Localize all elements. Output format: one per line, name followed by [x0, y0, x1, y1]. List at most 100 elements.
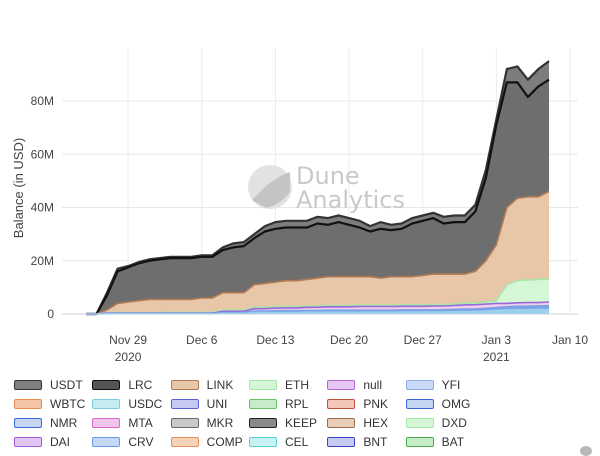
area-crv: [86, 309, 549, 314]
x-tick-label: Dec 6: [186, 333, 218, 347]
legend-row: DAI CRV COMP CEL BNT BAT: [14, 432, 484, 451]
legend-swatch: [14, 379, 42, 390]
legend-label: BAT: [441, 434, 465, 449]
legend-label: UNI: [206, 396, 228, 411]
legend-item-dai[interactable]: DAI: [14, 435, 92, 449]
line-usdt: [86, 60, 550, 316]
legend-swatch: [248, 417, 277, 428]
y-tick-label: 40M: [31, 201, 54, 215]
legend-label: null: [363, 377, 382, 392]
legend-swatch: [327, 398, 356, 409]
legend-item-nmr[interactable]: NMR: [14, 416, 92, 430]
legend-item-mta[interactable]: MTA: [92, 416, 170, 430]
line-lrc: [86, 78, 550, 316]
legend-label: NMR: [50, 415, 78, 430]
legend-swatch: [14, 436, 42, 447]
legend-swatch: [327, 417, 356, 428]
legend-label: COMP: [206, 434, 243, 449]
legend-item-omg[interactable]: OMG: [405, 397, 484, 411]
legend-label: DXD: [441, 415, 467, 430]
legend-item-usdc[interactable]: USDC: [92, 397, 170, 411]
legend-label: LRC: [128, 377, 153, 392]
legend-swatch: [14, 398, 42, 409]
legend-item-null[interactable]: null: [327, 378, 405, 392]
wechat-icon: [580, 446, 592, 456]
y-tick-label: 80M: [31, 94, 54, 108]
legend-item-usdt[interactable]: USDT: [14, 378, 92, 392]
legend-item-link[interactable]: LINK: [170, 377, 249, 392]
legend-swatch: [170, 379, 199, 390]
legend-item-dxd[interactable]: DXD: [405, 415, 484, 430]
legend-swatch: [327, 379, 356, 390]
x-tick-label: Dec 27: [404, 333, 442, 347]
legend-item-rpl[interactable]: RPL: [248, 396, 327, 411]
legend-swatch: [405, 417, 434, 428]
x-tick-year-label: 2021: [483, 350, 510, 364]
x-tick-year-label: 2020: [115, 350, 142, 364]
x-tick-label: Dec 13: [256, 333, 294, 347]
legend-swatch: [405, 436, 434, 447]
y-tick-label: 20M: [31, 254, 54, 268]
legend-label: DAI: [50, 434, 71, 449]
line-crv: [86, 308, 549, 315]
legend-label: RPL: [284, 396, 309, 411]
legend-item-bat[interactable]: BAT: [405, 434, 484, 449]
legend-label: ETH: [284, 377, 309, 392]
watermark-line1: Dune: [296, 162, 360, 190]
legend-label: USDC: [128, 396, 163, 411]
legend-label: LINK: [206, 377, 234, 392]
legend-swatch: [248, 379, 277, 390]
legend-label: CRV: [128, 434, 154, 449]
legend-row: WBTC USDC UNI RPL PNK OMG: [14, 394, 484, 413]
legend-swatch: [248, 436, 277, 447]
legend-item-yfi[interactable]: YFI: [405, 378, 484, 392]
legend-item-crv[interactable]: CRV: [92, 435, 170, 449]
x-tick-label: Jan 3: [482, 333, 512, 347]
legend-item-pnk[interactable]: PNK: [327, 397, 405, 411]
y-tick-label: 60M: [31, 147, 54, 161]
legend-label: BNT: [363, 434, 388, 449]
y-axis-ticks: 0 20M 40M 60M 80M: [31, 94, 55, 321]
x-tick-label: Jan 10: [552, 333, 588, 347]
legend-swatch: [405, 398, 434, 409]
wechat-watermark: [580, 446, 592, 456]
balance-area-chart: 0 20M 40M 60M 80M Nov 29 2020 Dec 6 Dec 13 Dec 2…: [11, 48, 588, 364]
dune-analytics-watermark: Dune Analytics: [248, 162, 405, 214]
y-axis-label: Balance (in USD): [11, 138, 26, 238]
legend-swatch: [327, 436, 356, 447]
legend-label: CEL: [284, 434, 309, 449]
legend-swatch: [170, 436, 199, 447]
legend-item-bnt[interactable]: BNT: [327, 435, 405, 449]
area-link: [86, 191, 549, 314]
legend-swatch: [170, 417, 199, 428]
legend-label: MTA: [128, 415, 153, 430]
legend-swatch: [92, 436, 121, 447]
legend-swatch: [92, 398, 121, 409]
x-axis-ticks: Nov 29 2020 Dec 6 Dec 13 Dec 20 Dec 27 Jan 3 20…: [109, 333, 588, 364]
legend-item-wbtc[interactable]: WBTC: [14, 397, 92, 411]
legend-swatch: [405, 379, 434, 390]
legend-label: PNK: [363, 396, 388, 411]
legend-row: NMR MTA MKR KEEP HEX DXD: [14, 413, 484, 432]
legend-row: USDT LRC LINK ETH null YFI: [14, 375, 484, 394]
legend-item-mkr[interactable]: MKR: [170, 416, 249, 430]
legend-swatch: [170, 398, 199, 409]
legend-swatch: [92, 417, 121, 428]
legend-item-hex[interactable]: HEX: [327, 416, 405, 430]
legend-item-lrc[interactable]: LRC: [92, 378, 170, 392]
watermark-line2: Analytics: [296, 186, 405, 214]
legend-item-uni[interactable]: UNI: [170, 396, 249, 411]
legend-swatch: [14, 417, 42, 428]
legend-label: HEX: [363, 415, 388, 430]
legend-item-comp[interactable]: COMP: [170, 434, 249, 449]
area-lrc: [86, 79, 549, 314]
legend-item-keep[interactable]: KEEP: [248, 415, 327, 430]
legend-label: USDT: [50, 377, 83, 392]
dune-logo-mark: [252, 172, 290, 208]
legend-item-eth[interactable]: ETH: [248, 377, 327, 392]
legend-label: WBTC: [50, 396, 86, 411]
chart-legend: USDT LRC LINK ETH null YFI WBTC USDC UNI RPL PNK OM…: [14, 375, 484, 451]
legend-item-cel[interactable]: CEL: [248, 434, 327, 449]
legend-label: KEEP: [284, 415, 317, 430]
line-link: [86, 190, 550, 315]
